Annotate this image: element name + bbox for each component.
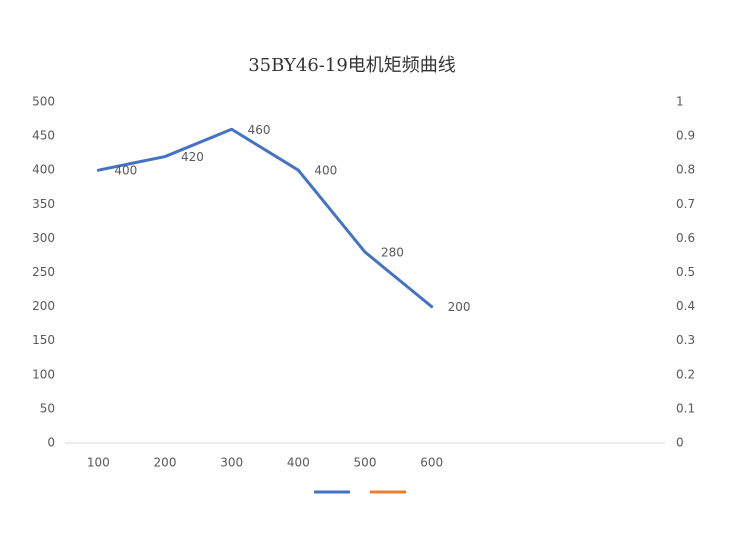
y2-tick-label: 0.3 [676,333,695,347]
y2-tick-label: 0.5 [676,265,695,279]
y2-tick-label: 1 [676,95,684,109]
data-label: 400 [114,164,137,178]
x-tick-label: 400 [287,456,310,470]
x-tick-label: 200 [154,456,177,470]
y2-tick-label: 0.2 [676,367,695,381]
y-tick-label: 150 [32,333,55,347]
y-tick-label: 0 [47,436,55,450]
y2-tick-label: 0.4 [676,299,695,313]
series-line [96,127,434,309]
x-tick-label: 500 [354,456,377,470]
chart-title: 35BY46-19电机矩频曲线 [248,55,456,76]
y2-tick-label: 0 [676,436,684,450]
y-tick-label: 350 [32,197,55,211]
y2-tick-label: 0.8 [676,163,695,177]
y-tick-label: 50 [40,401,55,415]
data-label: 400 [314,164,337,178]
y-tick-label: 100 [32,367,55,381]
y2-tick-label: 0.1 [676,401,695,415]
x-tick-label: 300 [220,456,243,470]
y-tick-label: 300 [32,231,55,245]
x-tick-label: 600 [420,456,443,470]
data-label: 200 [448,300,471,314]
x-tick-label: 100 [87,456,110,470]
y-tick-label: 450 [32,129,55,143]
y-tick-label: 250 [32,265,55,279]
y2-tick-label: 0.6 [676,231,695,245]
y-tick-label: 500 [32,95,55,109]
y2-tick-label: 0.7 [676,197,695,211]
data-label: 280 [381,246,404,260]
y-tick-label: 400 [32,163,55,177]
y-tick-label: 200 [32,299,55,313]
y2-tick-label: 0.9 [676,129,695,143]
data-label: 460 [248,123,271,137]
data-label: 420 [181,150,204,164]
